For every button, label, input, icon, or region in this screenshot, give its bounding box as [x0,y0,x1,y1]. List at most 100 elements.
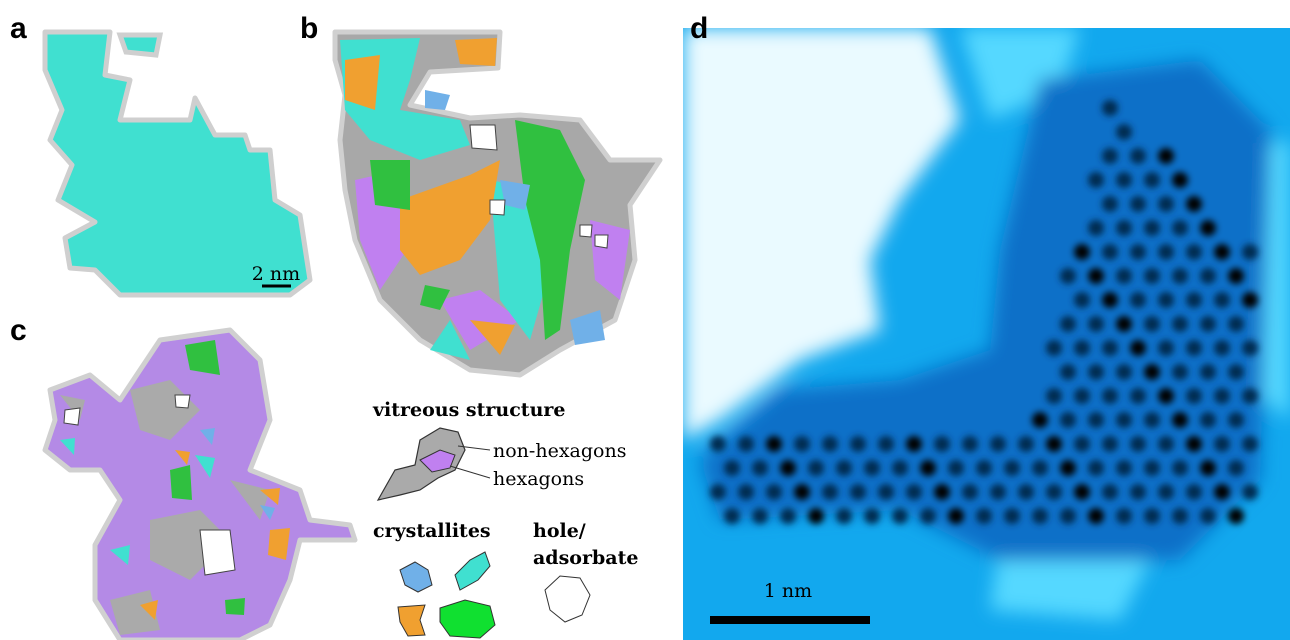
legend-non-hexagons: non-hexagons [493,440,626,462]
image-spot [1130,388,1146,404]
image-spot [1214,244,1230,260]
image-spot [710,484,726,500]
image-spot [1116,460,1132,476]
image-spot [1186,196,1202,212]
image-spot [1116,268,1132,284]
image-spot [738,484,754,500]
image-spot [1004,460,1020,476]
image-spot [1116,412,1132,428]
image-spot [1060,268,1076,284]
image-spot [1074,388,1090,404]
image-spot [808,508,824,524]
image-spot [1158,388,1174,404]
image-spot [780,508,796,524]
image-spot [1158,292,1174,308]
image-spot [1144,412,1160,428]
image-spot [1158,196,1174,212]
image-spot [1018,484,1034,500]
image-spot [1102,340,1118,356]
image-spot [1060,460,1076,476]
panel-c [45,330,355,640]
image-spot [976,508,992,524]
image-spot [1088,172,1104,188]
image-spot [864,508,880,524]
image-spot [1060,316,1076,332]
scale-bar-label: 1 nm [764,580,812,602]
image-spot [1102,292,1118,308]
image-spot [1158,436,1174,452]
image-spot [1130,196,1146,212]
image-spot [1144,364,1160,380]
image-spot [1018,436,1034,452]
legend: vitreous structure non-hexagons hexagons… [372,399,638,638]
image-spot [1242,388,1258,404]
image-spot [962,484,978,500]
image-spot [766,436,782,452]
image-spot [1172,316,1188,332]
panel-label: d [690,12,708,45]
image-spot [1242,484,1258,500]
image-spot [1200,268,1216,284]
image-spot [864,460,880,476]
image-spot [1032,508,1048,524]
crystallite-fragment [120,35,160,55]
legend-hole-2: adsorbate [533,547,638,569]
swatch-hole [545,576,590,622]
panel-label: a [10,12,27,45]
image-spot [752,508,768,524]
image-spot [1158,148,1174,164]
image-spot [1172,172,1188,188]
image-spot [920,508,936,524]
image-spot [1200,220,1216,236]
image-spot [1130,340,1146,356]
image-spot [738,436,754,452]
image-spot [1144,316,1160,332]
image-spot [1186,244,1202,260]
image-spot [1200,364,1216,380]
image-spot [1102,436,1118,452]
image-spot [1228,364,1244,380]
image-spot [1088,220,1104,236]
image-spot [1172,460,1188,476]
image-spot [1172,412,1188,428]
image-spot [710,436,726,452]
panel-a: 2 nm [45,32,310,295]
image-spot [1144,268,1160,284]
image-spot [1074,340,1090,356]
image-spot [1102,100,1118,116]
swatch-green [440,600,495,638]
image-spot [1172,508,1188,524]
image-spot [1200,412,1216,428]
image-spot [1130,436,1146,452]
image-spot [850,484,866,500]
image-spot [1144,172,1160,188]
figure: 2 nm vitreous structure non-hexagons hex… [0,0,1290,640]
image-spot [1004,508,1020,524]
image-spot [934,484,950,500]
image-spot [1158,244,1174,260]
image-spot [1088,508,1104,524]
image-spot [1186,388,1202,404]
swatch-cyan [455,552,490,590]
image-spot [1102,244,1118,260]
image-spot [724,508,740,524]
image-spot [1074,484,1090,500]
image-spot [1214,484,1230,500]
image-spot [1228,412,1244,428]
panel-label: c [10,314,27,347]
image-spot [1186,436,1202,452]
swatch-orange [398,605,425,636]
image-spot [976,460,992,476]
image-spot [1228,268,1244,284]
image-spot [1200,508,1216,524]
image-spot [1102,196,1118,212]
image-spot [1102,148,1118,164]
image-spot [1172,364,1188,380]
image-spot [1228,508,1244,524]
image-spot [906,484,922,500]
image-spot [1046,340,1062,356]
panel-b [335,32,660,375]
scale-bar-label: 2 nm [252,263,300,285]
image-spot [1116,364,1132,380]
image-spot [1074,292,1090,308]
